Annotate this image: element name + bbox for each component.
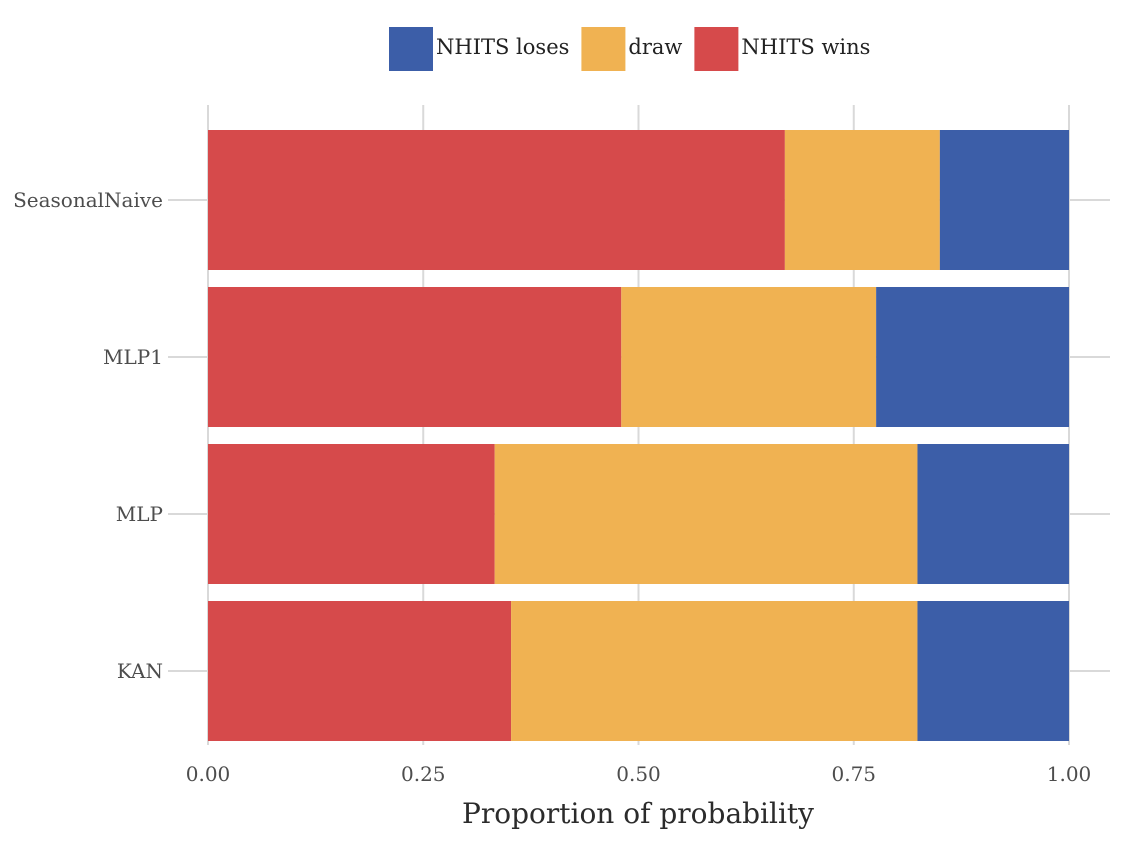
y-tick-label: KAN	[117, 659, 163, 683]
legend: NHITS loses draw NHITS wins	[389, 27, 870, 71]
x-axis-title: Proportion of probability	[462, 797, 814, 830]
legend-label: NHITS loses	[436, 35, 569, 59]
x-tick-label: 0.75	[831, 762, 876, 786]
bars	[208, 130, 1069, 741]
bar-segment	[511, 601, 918, 741]
bar-segment	[494, 444, 918, 584]
legend-swatch	[581, 27, 626, 71]
legend-label: NHITS wins	[741, 35, 870, 59]
bar-segment	[917, 601, 1069, 741]
bar-segment	[621, 287, 877, 427]
y-tick-label: MLP	[116, 502, 163, 526]
y-tick-label: SeasonalNaive	[13, 188, 163, 212]
y-axis: SeasonalNaive MLP1 MLP KAN	[13, 188, 163, 683]
x-tick-label: 0.50	[616, 762, 661, 786]
legend-swatch	[389, 27, 433, 71]
bar-segment	[208, 130, 785, 270]
bar-segment	[208, 444, 495, 584]
legend-swatch	[694, 27, 739, 71]
bar-segment	[876, 287, 1069, 427]
x-tick-label: 0.00	[186, 762, 231, 786]
legend-label: draw	[628, 35, 682, 59]
x-tick-label: 0.25	[401, 762, 446, 786]
bar-segment	[208, 287, 622, 427]
bar-segment	[208, 601, 512, 741]
bar-segment	[917, 444, 1069, 584]
x-axis: 0.00 0.25 0.50 0.75 1.00	[186, 762, 1092, 786]
bar-segment	[939, 130, 1069, 270]
x-tick-label: 1.00	[1047, 762, 1092, 786]
bar-segment	[784, 130, 940, 270]
y-tick-label: MLP1	[103, 345, 163, 369]
